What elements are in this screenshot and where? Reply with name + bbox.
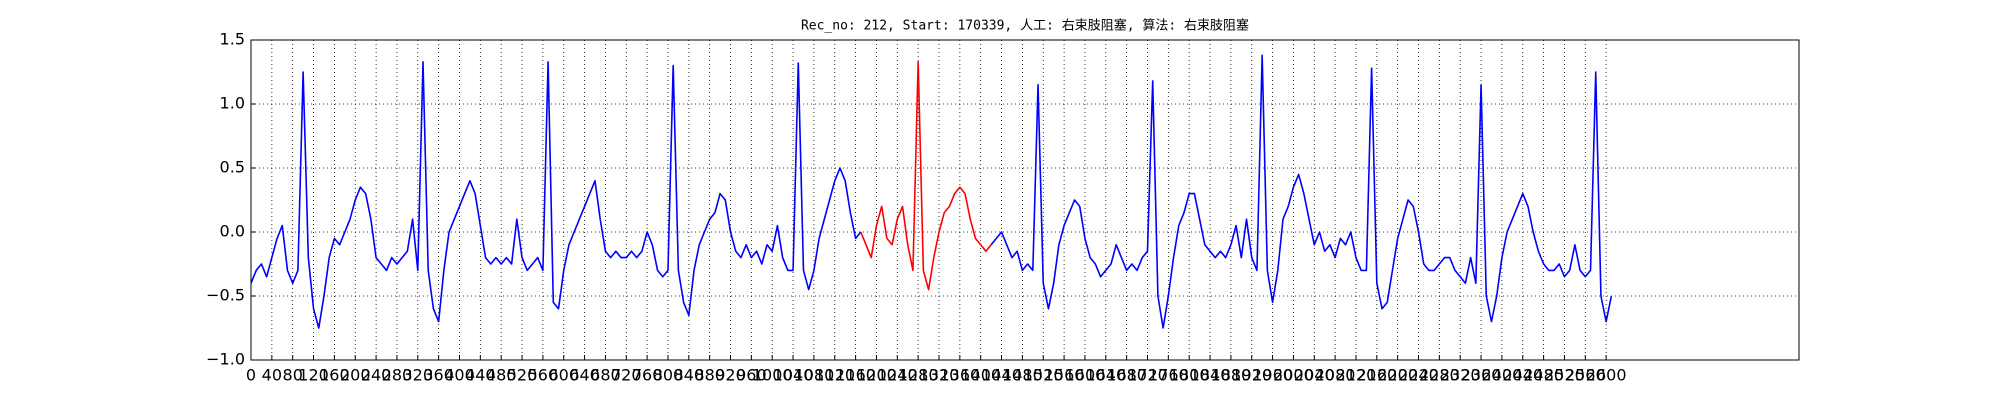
chart-title: Rec_no: 212, Start: 170339, 人工: 右束肢阻塞, 算… [801, 18, 1249, 34]
x-tick-label: 920 [715, 366, 746, 385]
plot-frame [250, 39, 1800, 361]
x-tick-label: 1640 [1085, 366, 1126, 385]
x-tick-label: 2360 [1461, 366, 1502, 385]
x-tick-label: 2440 [1502, 366, 1543, 385]
x-tick-label: 1160 [835, 366, 876, 385]
x-tick-label: 440 [465, 366, 496, 385]
x-tick-label: 120 [298, 366, 329, 385]
x-tick-label: 1920 [1231, 366, 1272, 385]
x-tick-label: 240 [361, 366, 392, 385]
x-tick-label: 2000 [1273, 366, 1314, 385]
x-tick-label: 1840 [1190, 366, 1231, 385]
x-tick-label: 840 [674, 366, 705, 385]
x-tick-label: 1880 [1211, 366, 1252, 385]
x-tick-label: 2400 [1482, 366, 1523, 385]
x-tick-label: 1240 [877, 366, 918, 385]
y-tick-label: −0.5 [206, 286, 245, 305]
x-tick-label: 520 [507, 366, 538, 385]
x-tick-label: 880 [694, 366, 725, 385]
x-tick-label: 1120 [814, 366, 855, 385]
x-tick-label: 2280 [1419, 366, 1460, 385]
ecg-line [860, 60, 992, 291]
x-tick-label: 2240 [1398, 366, 1439, 385]
x-tick-label: 1600 [1065, 366, 1106, 385]
x-tick-label: 1480 [1002, 366, 1043, 385]
x-tick-label: 480 [486, 366, 517, 385]
y-tick-label: −1.0 [206, 350, 245, 369]
x-tick-label: 1360 [939, 366, 980, 385]
x-tick-label: 80 [283, 366, 303, 385]
x-tick-label: 1680 [1106, 366, 1147, 385]
x-tick-label: 640 [569, 366, 600, 385]
y-tick-label: 1.5 [220, 30, 245, 49]
x-tick-label: 600 [548, 366, 579, 385]
x-tick-label: 360 [423, 366, 454, 385]
x-tick-label: 1440 [981, 366, 1022, 385]
x-tick-label: 1400 [960, 366, 1001, 385]
y-tick-label: 0.0 [220, 222, 245, 241]
x-tick-label: 800 [653, 366, 684, 385]
x-tick-label: 200 [340, 366, 371, 385]
x-tick-label: 1320 [919, 366, 960, 385]
x-tick-label: 400 [444, 366, 475, 385]
x-tick-label: 2560 [1565, 366, 1606, 385]
x-tick-label: 1280 [898, 366, 939, 385]
x-tick-label: 2160 [1356, 366, 1397, 385]
x-tick-label: 280 [382, 366, 413, 385]
x-tick-label: 720 [611, 366, 642, 385]
x-tick-label: 760 [632, 366, 663, 385]
ecg-line [250, 54, 1613, 329]
x-tick-label: 2080 [1315, 366, 1356, 385]
x-tick-label: 1960 [1252, 366, 1293, 385]
x-tick-label: 1200 [856, 366, 897, 385]
x-tick-label: 2480 [1523, 366, 1564, 385]
x-tick-label: 1080 [794, 366, 835, 385]
x-tick-label: 960 [736, 366, 767, 385]
x-tick-label: 1560 [1044, 366, 1085, 385]
x-tick-label: 1000 [752, 366, 793, 385]
x-tick-label: 1520 [1023, 366, 1064, 385]
x-tick-label: 2320 [1440, 366, 1481, 385]
x-tick-label: 560 [528, 366, 559, 385]
x-tick-label: 1800 [1169, 366, 1210, 385]
x-tick-label: 2600 [1586, 366, 1627, 385]
x-tick-label: 2040 [1294, 366, 1335, 385]
y-tick-label: 0.5 [220, 158, 245, 177]
x-tick-label: 1720 [1127, 366, 1168, 385]
x-tick-label: 1040 [773, 366, 814, 385]
x-tick-label: 2200 [1377, 366, 1418, 385]
y-tick-label: 1.0 [220, 94, 245, 113]
x-tick-label: 320 [403, 366, 434, 385]
x-tick-label: 680 [590, 366, 621, 385]
x-tick-label: 0 [246, 366, 256, 385]
x-tick-label: 40 [262, 366, 282, 385]
x-tick-label: 160 [319, 366, 350, 385]
x-tick-label: 2120 [1336, 366, 1377, 385]
x-tick-label: 1760 [1148, 366, 1189, 385]
x-tick-label: 2520 [1544, 366, 1585, 385]
